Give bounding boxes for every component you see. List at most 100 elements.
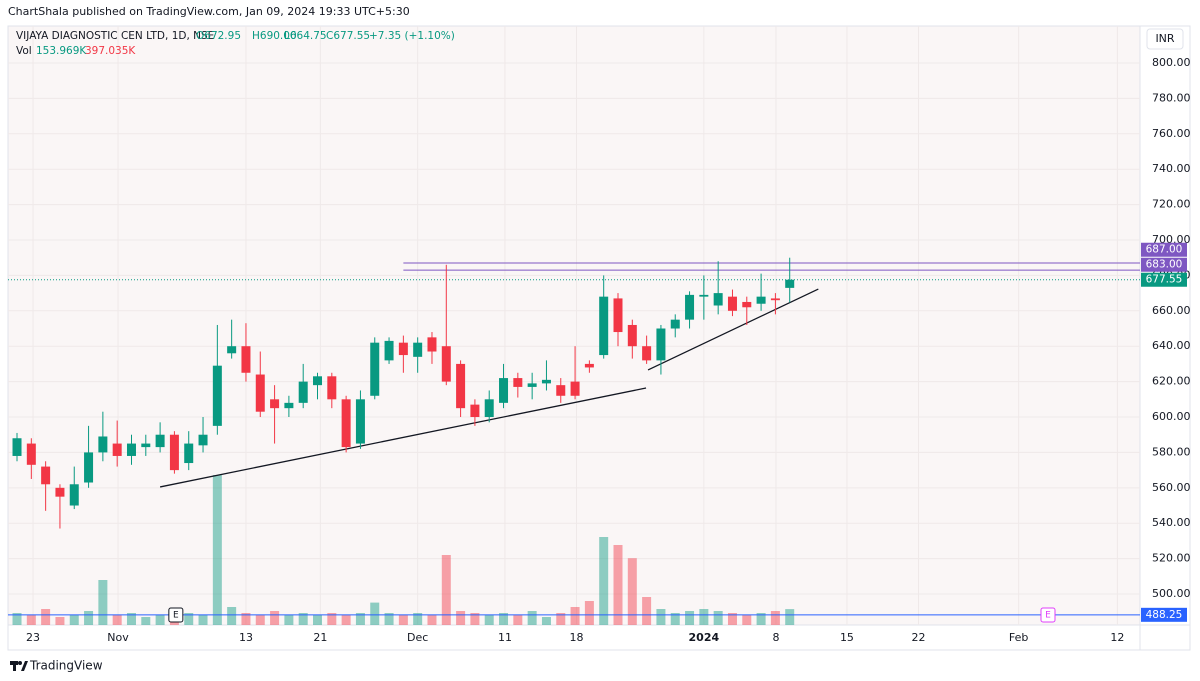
x-tick-label: 18 [570,631,584,644]
candle-body [556,385,566,396]
candle-body [613,298,623,333]
y-tick-label: 760.00 [1152,127,1191,140]
volume-bar [456,611,466,625]
candle-body [756,296,766,304]
event-label: E [173,611,179,621]
volume-bar [327,613,337,625]
tv-logo [10,661,28,671]
volume-bar [785,609,795,625]
candle-body [713,293,723,306]
candle-body [284,402,294,409]
volume-bar [384,613,394,625]
candle-body [227,346,237,354]
x-tick-label: 2024 [689,631,720,644]
candle-body [499,378,509,403]
candle-body [699,294,709,297]
y-tick-label: 740.00 [1152,162,1191,175]
candle-body [270,399,280,409]
candle-body [670,319,680,329]
currency-button[interactable] [1146,28,1184,50]
y-tick-label: 540.00 [1152,516,1191,529]
y-tick-label: 580.00 [1152,445,1191,458]
candle-body [98,436,108,453]
trendline [159,387,647,488]
candle-body [112,443,122,456]
y-tick-label: 800.00 [1152,56,1191,69]
grid [8,26,1140,625]
candle-body [570,381,580,396]
y-tick-label: 560.00 [1152,481,1191,494]
legend-close: C677.55 [326,30,370,42]
volume-bar [613,545,623,625]
volume-bar [484,615,494,625]
candle-body [313,376,323,386]
x-tick-label: Nov [107,631,129,644]
volume-bar [55,617,65,625]
candle-body [427,337,437,352]
candle-body [241,346,251,373]
x-tick-label: 21 [313,631,327,644]
candle-body [169,434,179,471]
legend-low: L664.75 [284,30,327,42]
volume-bar [584,601,594,625]
chart-frame [7,25,1191,651]
logo-slash [21,661,28,671]
candle-body [184,443,194,464]
candle-body [742,301,752,308]
candle-body [398,342,408,356]
x-tick-label: 12 [1110,631,1124,644]
candle-body [785,279,795,288]
volume-bar [155,615,165,625]
volume-bar [398,615,408,625]
volume-bar [98,580,108,625]
x-tick-label: 13 [239,631,253,644]
volume-bar [685,611,695,625]
volume-bar [255,615,265,625]
x-tick-label: 15 [840,631,854,644]
candle-body [770,298,780,301]
volume-bar [12,613,22,625]
candle-body [84,452,94,483]
volume-bar [141,617,151,625]
price-label: 677.55 [1146,274,1183,286]
volume-bar [184,613,194,625]
volume-bar [112,615,122,625]
volume-bar [713,611,723,625]
footer-brand: TradingView [29,659,103,673]
volume-bar [756,613,766,625]
candle-body [413,342,423,357]
candle-body [685,294,695,320]
volume-bar [699,609,709,625]
price-label-bg [1141,257,1187,272]
volume-bar [742,615,752,625]
volume-bar [84,611,94,625]
candle-body [384,340,394,361]
candle-body [470,404,480,418]
legend-open: O672.95 [196,30,241,42]
legend-change: +7.35 (+1.10%) [369,30,455,42]
price-label: 687.00 [1146,244,1183,256]
volume-bar [627,558,637,625]
volume-bar [341,615,351,625]
plot-background [8,26,1140,625]
y-tick-label: 720.00 [1152,198,1191,211]
candle-body [69,484,79,506]
volume-bar [670,613,680,625]
candle-body [355,399,365,444]
volume-bar [227,607,237,625]
volume-bar [198,615,208,625]
price-label: 683.00 [1146,259,1183,271]
x-tick-label: 8 [772,631,779,644]
volume-bar [284,615,294,625]
legend-vol-ma: 153.969K [36,45,87,57]
candle-body [370,342,380,396]
volume-bar [499,613,509,625]
currency[interactable]: INR [1155,32,1174,45]
x-tick-label: Feb [1009,631,1028,644]
publish-header: ChartShala published on TradingView.com,… [8,5,410,18]
legend-vol: Vol [16,45,32,57]
price-label-bg [1141,272,1187,287]
candle-body [656,328,666,361]
event-label: E [1045,611,1051,621]
